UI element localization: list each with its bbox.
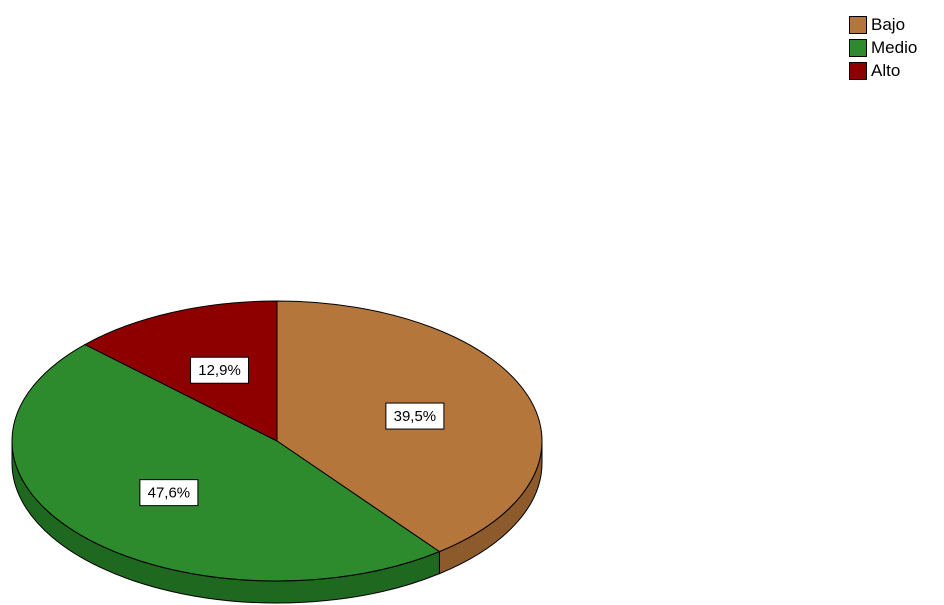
- data-label-bajo: 39,5%: [394, 408, 437, 425]
- legend-item-medio: Medio: [849, 36, 917, 59]
- chart-legend: Bajo Medio Alto: [849, 13, 917, 82]
- legend-swatch-medio: [849, 38, 867, 57]
- pie-slice-alto: [83, 300, 278, 442]
- data-label-box-bajo: [385, 402, 445, 430]
- data-label-medio: 47,6%: [148, 485, 191, 502]
- legend-item-bajo: Bajo: [849, 13, 917, 36]
- data-label-alto: 12,9%: [198, 362, 241, 379]
- pie-slice-medio: [11, 343, 441, 582]
- legend-label-alto: Alto: [871, 60, 901, 80]
- legend-label-bajo: Bajo: [871, 14, 906, 34]
- legend-label-medio: Medio: [871, 37, 918, 57]
- legend-swatch-alto: [849, 61, 867, 80]
- legend-item-alto: Alto: [849, 59, 917, 82]
- data-label-box-medio: [139, 479, 199, 507]
- legend-swatch-bajo: [849, 15, 867, 34]
- data-label-box-alto: [190, 356, 250, 384]
